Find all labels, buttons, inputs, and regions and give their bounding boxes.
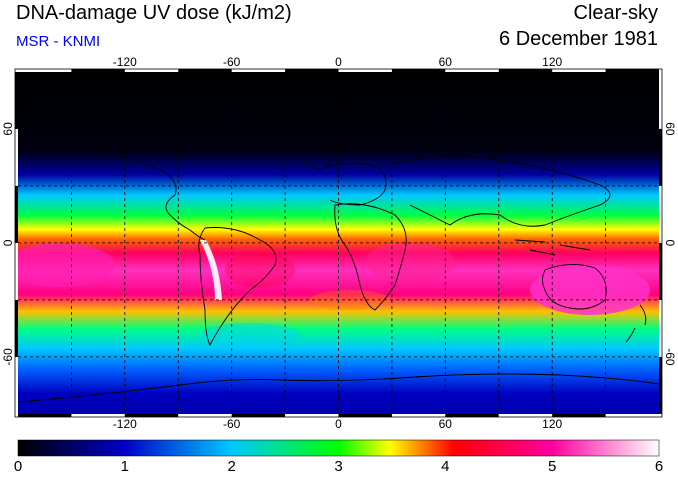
map-title: DNA-damage UV dose (kJ/m2) xyxy=(16,2,292,24)
lat-tick-left-3: -60 xyxy=(1,348,15,366)
colorbar-label-4: 4 xyxy=(441,458,450,475)
lat-tick-left-2: 0 xyxy=(1,239,15,246)
colorbar-label-3: 3 xyxy=(334,458,343,475)
lon-tick-top-1: -120 xyxy=(113,55,137,69)
lon-tick-bottom-1: -120 xyxy=(113,417,137,431)
map-frame xyxy=(14,68,663,418)
lon-tick-bottom-3: 0 xyxy=(335,417,342,431)
sky-condition-label: Clear-sky xyxy=(573,2,658,24)
colorbar-label-5: 5 xyxy=(548,458,557,475)
colorbar-label-0: 0 xyxy=(13,458,23,475)
graticule xyxy=(18,72,659,414)
lat-tick-right-3: -60 xyxy=(663,348,677,366)
lon-tick-top-3: 0 xyxy=(335,55,342,69)
lon-tick-top-4: 60 xyxy=(439,55,453,69)
date-label: 6 December 1981 xyxy=(499,28,658,50)
lat-tick-left-1: 60 xyxy=(1,122,15,136)
lon-tick-bottom-4: 60 xyxy=(439,417,453,431)
lat-tick-right-1: 60 xyxy=(663,122,677,136)
colorbar-label-6: 6 xyxy=(654,458,664,475)
colorbar xyxy=(17,439,660,457)
source-label: MSR - KNMI xyxy=(16,33,101,50)
colorbar-label-1: 1 xyxy=(120,458,129,475)
colorbar-label-2: 2 xyxy=(227,458,236,475)
lon-tick-top-5: 120 xyxy=(542,55,562,69)
coastlines xyxy=(18,140,659,403)
lon-tick-bottom-5: 120 xyxy=(542,417,562,431)
lon-tick-top-2: -60 xyxy=(223,55,241,69)
lon-tick-bottom-2: -60 xyxy=(223,417,241,431)
lat-tick-right-2: 0 xyxy=(663,240,677,247)
